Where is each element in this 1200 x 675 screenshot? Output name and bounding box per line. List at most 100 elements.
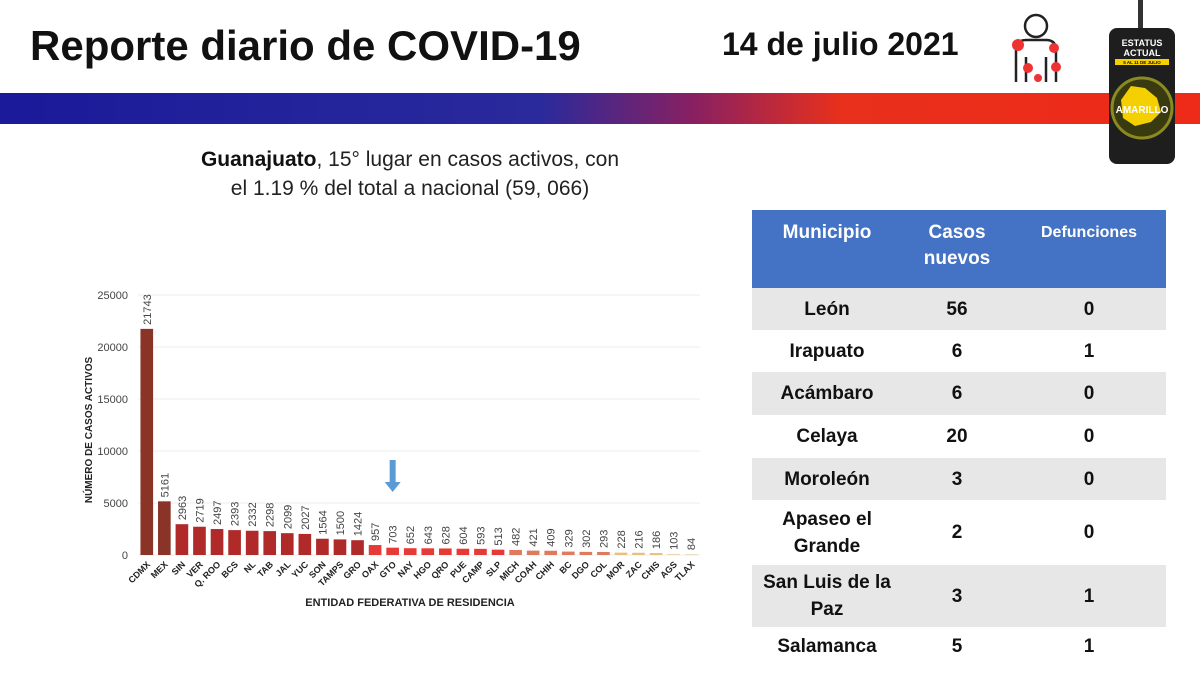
data-label: 21743 [142, 294, 154, 325]
data-label: 2393 [230, 502, 242, 526]
x-tick-label: QRO [429, 559, 451, 581]
municipio-cell: Celaya [796, 426, 858, 447]
summary-state: Guanajuato [200, 148, 317, 171]
bar-ags [667, 553, 680, 555]
bar-sin [175, 524, 189, 555]
data-label: 2099 [282, 505, 294, 529]
bar-chis [649, 553, 663, 555]
x-tick-label: MOR [604, 559, 626, 581]
col-casos-nuevos: Casos nuevos [902, 210, 1012, 288]
col-defunciones: Defunciones [1012, 210, 1166, 288]
data-label: 2719 [194, 498, 206, 522]
col-municipio: Municipio [752, 210, 902, 288]
symptoms-person-icon [1012, 13, 1061, 82]
data-label: 1424 [353, 512, 365, 536]
data-label: 513 [493, 527, 505, 545]
data-label: 302 [581, 529, 593, 547]
data-label: 1500 [335, 511, 347, 535]
page-title: Reporte diario de COVID-19 [30, 22, 581, 69]
data-label: 84 [686, 538, 698, 550]
data-label: 2027 [300, 505, 312, 529]
highlight-arrow-icon [384, 460, 401, 492]
bar-oax [368, 545, 382, 555]
x-tick-label: OAX [360, 559, 381, 580]
table-row: León 56 0 [752, 288, 1166, 330]
defunciones-cell: 1 [1012, 565, 1166, 627]
table-row: Moroleón 3 0 [752, 458, 1166, 500]
bar-qro [439, 548, 452, 555]
x-tick-label: YUC [290, 559, 311, 580]
report-date: 14 de julio 2021 [722, 26, 959, 62]
defunciones-cell: 0 [1083, 522, 1095, 543]
casos-cell: 3 [902, 458, 1012, 500]
x-tick-label: NAY [396, 559, 416, 579]
data-label: 2963 [177, 496, 189, 520]
status-level: AMARILLO [1116, 105, 1169, 116]
status-heading: ESTATUS [1122, 38, 1163, 48]
bar-dgo [579, 551, 593, 555]
x-tick-label: SIN [170, 559, 188, 577]
x-tick-label: TLAX [673, 559, 697, 583]
bar-camp [474, 548, 487, 555]
defunciones-cell: 0 [1012, 458, 1166, 500]
bar-tlax [684, 554, 698, 555]
data-label: 329 [563, 529, 575, 547]
bar-mex [158, 501, 171, 555]
table-row: Acámbaro 6 0 [752, 372, 1166, 415]
bar-mich [509, 549, 522, 555]
y-tick-label: 25000 [97, 290, 128, 302]
bar-bc [561, 551, 575, 555]
bar-gto [386, 547, 399, 555]
y-tick-label: 15000 [97, 394, 128, 406]
municipio-cell: Apaseo el Grande [782, 508, 872, 557]
data-label: 604 [458, 526, 470, 544]
table-row: Apaseo el Grande 2 0 [752, 500, 1166, 565]
bar-slp [491, 549, 505, 555]
active-cases-bar-chart: 0 5000 10000 15000 20000 25000 21743 CDMX 5161 ME… [82, 290, 700, 609]
municipality-table: Municipio Casos nuevos Defunciones León 5… [752, 210, 1166, 665]
data-label: 1564 [317, 510, 329, 534]
x-tick-label: CDMX [126, 559, 152, 585]
data-label: 186 [651, 531, 663, 549]
bar-mor [614, 552, 628, 555]
header-banner [0, 93, 1200, 124]
bar-chih [544, 550, 558, 555]
table-row: Celaya 20 0 [752, 415, 1166, 458]
x-tick-label: HGO [412, 559, 434, 581]
status-period: 5 AL 11 DE JULIO [1123, 60, 1161, 65]
data-label: 652 [405, 526, 417, 544]
y-tick-label: 10000 [97, 446, 128, 458]
summary-text: Guanajuato, 15° lugar en casos activos, … [200, 145, 620, 203]
defunciones-cell: 0 [1083, 426, 1095, 447]
bar-coah [526, 550, 540, 555]
data-label: 2332 [247, 502, 259, 526]
data-label: 409 [546, 528, 558, 546]
bar-col [597, 551, 610, 555]
municipio-cell: León [752, 288, 902, 330]
defunciones-cell: 0 [1012, 372, 1166, 415]
casos-cell: 2 [951, 522, 963, 543]
bar-jal [280, 533, 294, 555]
y-axis-label: NÚMERO DE CASOS ACTIVOS [82, 357, 95, 504]
table-row: San Luis de la Paz 3 1 [752, 565, 1166, 627]
municipio-cell: Acámbaro [752, 372, 902, 415]
defunciones-cell: 0 [1012, 288, 1166, 330]
x-tick-label: TAB [255, 559, 275, 579]
bar-yuc [298, 533, 312, 555]
table-row: Salamanca 5 1 [752, 627, 1166, 665]
x-tick-label: CHIS [639, 559, 661, 581]
x-tick-label: GRO [341, 559, 363, 581]
x-tick-label: GTO [377, 559, 398, 580]
casos-cell: 20 [946, 426, 968, 447]
bar-tamps [333, 539, 347, 555]
summary-detail: , 15° lugar en casos activos, con el 1.1… [230, 148, 620, 200]
data-label: 421 [528, 528, 540, 546]
data-label: 5161 [159, 473, 171, 497]
bar-cdmx [140, 328, 154, 555]
municipio-cell: San Luis de la Paz [752, 565, 902, 627]
data-label: 2497 [212, 501, 224, 525]
data-label: 628 [440, 526, 452, 544]
casos-cell: 5 [951, 635, 963, 657]
data-label: 216 [634, 530, 646, 548]
data-label: 293 [598, 530, 610, 548]
